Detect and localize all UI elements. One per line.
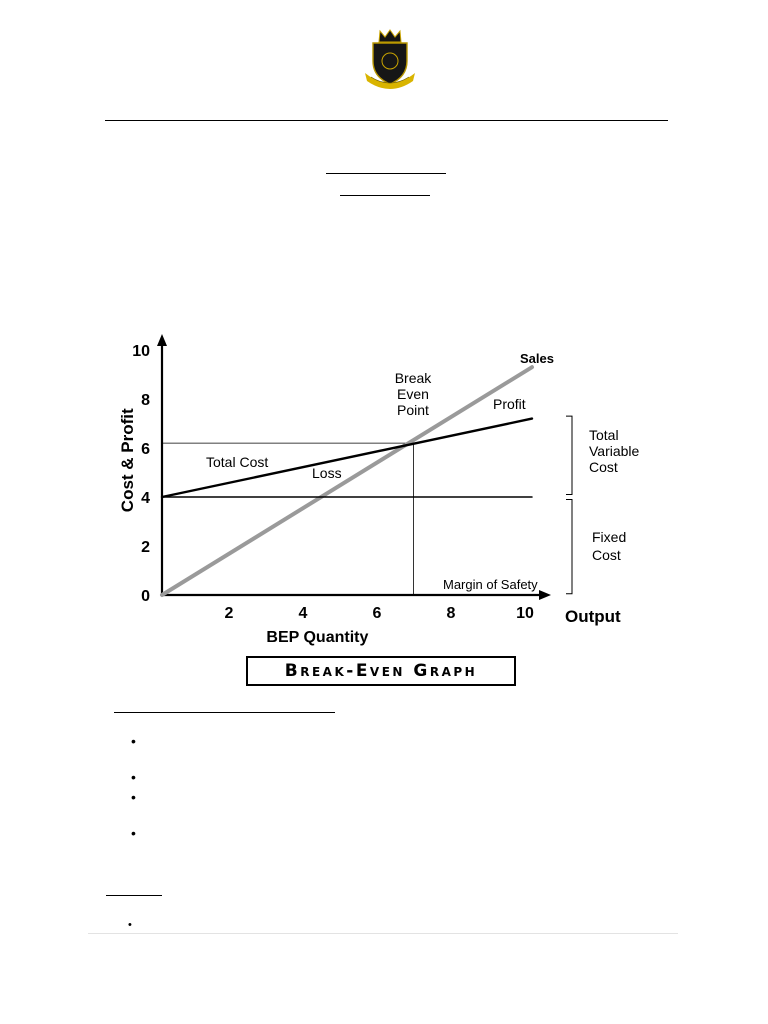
series-line-sales: [160, 365, 534, 597]
bullet-marker: •: [131, 769, 136, 785]
y-tick-label: 6: [141, 441, 150, 458]
fixed-cost-bracket: [566, 498, 573, 595]
bullet-marker: •: [131, 825, 136, 841]
fixed-cost-label: Fixed: [592, 529, 626, 545]
y-axis-arrow: [157, 334, 167, 346]
x-axis-arrow: [539, 590, 551, 600]
series-line-total-cost: [160, 417, 534, 499]
x-axis-subtitle: BEP Quantity: [266, 629, 368, 646]
subtitle-underline: [340, 195, 430, 196]
y-tick-label: 2: [141, 539, 150, 556]
school-crest-logo: [361, 27, 419, 93]
break-even-label: Even: [397, 386, 429, 402]
title-underline: [326, 173, 446, 174]
total-variable-cost-label: Total: [589, 427, 619, 443]
y-tick-label: 10: [132, 343, 150, 360]
break-even-label: Point: [397, 402, 429, 418]
break-even-chart: 0 2 4 6 8 10 2 4 6 8 10 Cost & Profit Output BEP Qua…: [118, 334, 640, 646]
x-tick-label: 6: [373, 605, 382, 622]
fixed-cost-label: Cost: [592, 547, 621, 563]
x-axis-title: Output: [565, 607, 621, 626]
y-axis-title: Cost & Profit: [118, 408, 137, 512]
total-variable-cost-label: Cost: [589, 459, 618, 475]
total-variable-cost-label: Variable: [589, 443, 640, 459]
chart-caption-text: Break-Even Graph: [284, 661, 478, 681]
x-tick-label: 8: [447, 605, 456, 622]
y-tick-label: 8: [141, 392, 150, 409]
loss-label: Loss: [312, 465, 342, 481]
bullet-marker: •: [131, 733, 136, 749]
school-crest-icon: [365, 29, 415, 89]
x-tick-label: 2: [225, 605, 234, 622]
profit-label: Profit: [493, 396, 526, 412]
x-tick-label: 4: [299, 605, 308, 622]
x-tick-label: 10: [516, 605, 534, 622]
footer-rule: [88, 933, 678, 934]
bullet-marker: •: [128, 919, 132, 931]
section-heading-underline: [114, 712, 335, 713]
bullet-marker: •: [131, 789, 136, 805]
header-rule: [105, 120, 668, 121]
y-tick-label: 4: [141, 490, 150, 507]
margin-of-safety-label: Margin of Safety: [443, 577, 538, 592]
section-heading-underline: [106, 895, 162, 896]
variable-cost-bracket: [566, 415, 573, 496]
sales-label: Sales: [520, 351, 554, 366]
chart-caption: Break-Even Graph: [246, 656, 516, 686]
break-even-label: Break: [395, 370, 433, 386]
total-cost-label: Total Cost: [206, 454, 268, 470]
y-tick-label: 0: [141, 588, 150, 605]
